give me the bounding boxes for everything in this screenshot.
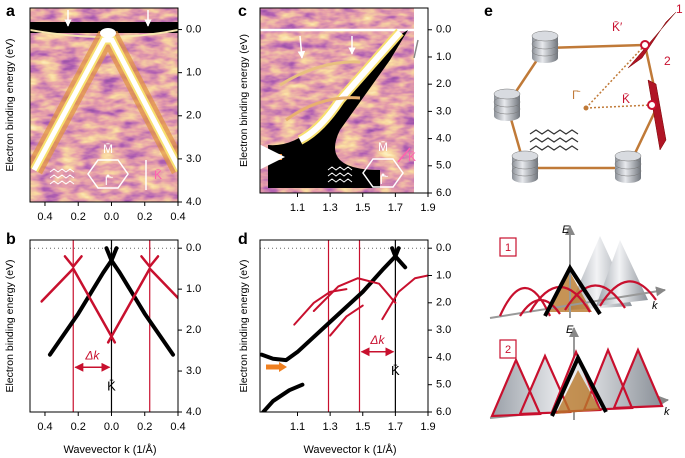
y-tick-label: 1.0 — [186, 283, 201, 295]
y-tick-label: 3.0 — [436, 105, 451, 117]
x-tick-label: 1.9 — [420, 202, 435, 214]
arpes-image-a — [30, 8, 178, 202]
panel-e: e K̄′ Γ̄ K̄ 1 2 1 E k 2 E k — [484, 2, 683, 420]
plane-label: 2 — [664, 54, 671, 68]
x-tick-label: 0.4 — [37, 211, 52, 223]
axis-label: k — [652, 300, 658, 312]
plot-frame — [259, 7, 429, 194]
axis-label: E — [562, 224, 570, 236]
y-tick-label: 5.0 — [436, 379, 451, 391]
x-axis-label: Wavevector k (1/Å) — [63, 443, 156, 456]
hex-label: K̄ — [622, 92, 630, 106]
band-line — [104, 246, 119, 263]
plot-area — [260, 240, 428, 412]
band-line — [381, 274, 428, 321]
hex-label: Γ̄ — [572, 88, 581, 102]
y-tick-label: 0.0 — [186, 23, 201, 35]
y-axis-label: Electron binding energy (eV) — [4, 259, 16, 392]
x-axis-label: Wavevector k (1/Å) — [303, 443, 396, 456]
x-tick-label: 1.1 — [290, 202, 305, 214]
y-tick-label: 4.0 — [436, 351, 451, 363]
panel-letter: d — [238, 231, 248, 248]
y-axis-label: Electron binding energy (eV) — [4, 38, 16, 171]
y-tick-label: 3.0 — [186, 365, 201, 377]
x-tick-label: 0.2 — [137, 421, 152, 433]
band-line — [106, 267, 178, 344]
inset-label: M̄ — [103, 142, 113, 156]
x-tick-label: 0.2 — [71, 211, 86, 223]
axis-label: k — [664, 406, 670, 418]
plot-area — [30, 240, 178, 412]
y-tick-label: 6.0 — [436, 406, 451, 418]
annotation: Δk — [84, 348, 100, 362]
plane-label: 1 — [676, 2, 683, 16]
band-line — [261, 382, 305, 412]
inset-label: K̄ — [154, 168, 162, 182]
inset-label: Γ̄ — [380, 173, 389, 187]
y-tick-label: 6.0 — [436, 187, 451, 199]
x-tick-label: 0.4 — [37, 421, 52, 433]
band-line — [40, 267, 117, 344]
arrow — [279, 362, 287, 372]
y-axis-label: Electron binding energy (eV) — [238, 34, 250, 167]
y-tick-label: 4.0 — [436, 132, 451, 144]
panel-letter: b — [6, 231, 16, 248]
panel-letter: a — [6, 3, 15, 20]
annotation: K̄ — [391, 363, 400, 378]
x-tick-label: 0.4 — [170, 211, 185, 223]
band-line — [390, 246, 401, 259]
inset-label: Γ̄ — [105, 174, 114, 188]
x-tick-label: 0.2 — [137, 211, 152, 223]
y-tick-label: 1.0 — [436, 269, 451, 281]
annotation: K̄ — [107, 379, 116, 394]
x-tick-label: 1.7 — [388, 421, 403, 433]
y-tick-label: 2.0 — [436, 78, 451, 90]
annotation: Δk — [369, 333, 385, 347]
x-tick-label: 1.5 — [355, 421, 370, 433]
inset-label: M̄ — [378, 140, 388, 154]
band-line — [63, 255, 83, 268]
inset-label: K̄ — [408, 150, 416, 164]
x-tick-label: 0.0 — [104, 211, 119, 223]
y-tick-label: 0.0 — [186, 242, 201, 254]
box-label: 1 — [505, 242, 511, 254]
band-line — [312, 277, 397, 312]
x-tick-label: 1.1 — [290, 421, 305, 433]
panel-letter: e — [484, 3, 493, 20]
x-tick-label: 0.4 — [170, 421, 185, 433]
y-tick-label: 0.0 — [436, 242, 451, 254]
box-label: 2 — [505, 344, 511, 356]
band-line — [293, 288, 348, 326]
arpes-image-c — [260, 8, 428, 193]
y-tick-label: 2.0 — [436, 297, 451, 309]
band-line — [329, 304, 364, 337]
y-tick-label: 3.0 — [186, 153, 201, 165]
y-tick-label: 2.0 — [186, 110, 201, 122]
x-tick-label: 1.7 — [388, 202, 403, 214]
plot-frame — [29, 7, 179, 203]
panel-letter: c — [238, 3, 247, 20]
plot-frame — [29, 239, 179, 413]
y-tick-label: 3.0 — [436, 324, 451, 336]
x-tick-label: 1.9 — [420, 421, 435, 433]
x-tick-label: 1.5 — [355, 202, 370, 214]
x-tick-label: 0.2 — [71, 421, 86, 433]
hex-label: K̄′ — [612, 20, 623, 34]
y-tick-label: 5.0 — [436, 160, 451, 172]
y-tick-label: 1.0 — [436, 51, 451, 63]
axis-label: E — [566, 324, 574, 336]
x-tick-label: 1.3 — [322, 202, 337, 214]
band-line — [140, 255, 160, 268]
x-tick-label: 0.0 — [104, 421, 119, 433]
y-axis-label: Electron binding energy (eV) — [238, 259, 250, 392]
y-tick-label: 1.0 — [186, 67, 201, 79]
y-tick-label: 4.0 — [186, 196, 201, 208]
y-tick-label: 2.0 — [186, 324, 201, 336]
y-tick-label: 4.0 — [186, 406, 201, 418]
plot-frame — [259, 239, 429, 413]
y-tick-label: 0.0 — [436, 24, 451, 36]
x-tick-label: 1.3 — [322, 421, 337, 433]
band-line — [260, 254, 408, 363]
